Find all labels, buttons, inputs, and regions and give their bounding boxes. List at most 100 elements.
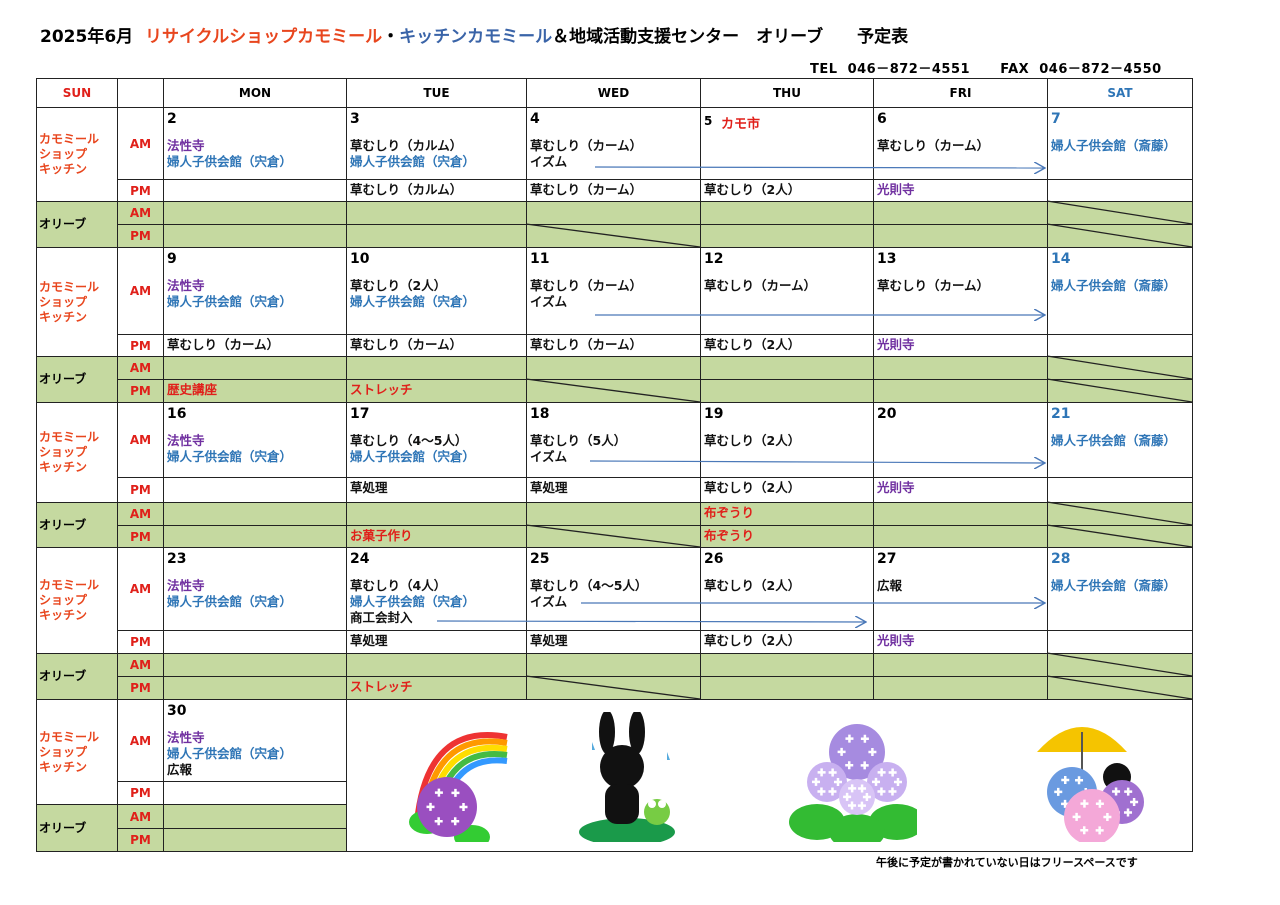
olive-cell-am[interactable]: [163, 356, 347, 380]
olive-cell-am[interactable]: [163, 804, 347, 829]
day-cell-am[interactable]: 7 婦人子供会館（斎藤）: [1047, 107, 1193, 180]
day-cell-am[interactable]: 14 婦人子供会館（斎藤）: [1047, 247, 1193, 335]
day-cell-am[interactable]: 28 婦人子供会館（斎藤）: [1047, 547, 1193, 631]
day-cell-am[interactable]: 25 草むしり（4～5人） イズム: [526, 547, 701, 631]
day-cell-am[interactable]: 9 法性寺 婦人子供会館（宍倉）: [163, 247, 347, 335]
olive-cell-am[interactable]: [346, 653, 527, 677]
day-cell-pm[interactable]: 光則寺: [873, 179, 1048, 202]
olive-cell-pm[interactable]: 布ぞうり: [700, 525, 874, 548]
olive-cell-pm[interactable]: [346, 224, 527, 248]
olive-cell-am[interactable]: [163, 653, 347, 677]
day-cell-pm[interactable]: 光則寺: [873, 477, 1048, 503]
olive-cell-am[interactable]: [526, 356, 701, 380]
olive-cell-pm[interactable]: [873, 676, 1048, 700]
olive-cell-am[interactable]: [163, 502, 347, 526]
day-cell-am[interactable]: 27 広報: [873, 547, 1048, 631]
olive-cell-pm[interactable]: [700, 224, 874, 248]
day-cell-am[interactable]: 12 草むしり（カーム）: [700, 247, 874, 335]
olive-cell-am[interactable]: [526, 502, 701, 526]
day-cell-pm[interactable]: 草処理: [346, 630, 527, 654]
olive-cell-pm[interactable]: ストレッチ: [346, 379, 527, 403]
day-cell-pm[interactable]: 草むしり（カーム）: [526, 179, 701, 202]
day-cell-am[interactable]: 21 婦人子供会館（斎藤）: [1047, 402, 1193, 478]
day-cell-am[interactable]: 30 法性寺 婦人子供会館（宍倉） 広報: [163, 699, 347, 782]
day-cell-pm[interactable]: 草処理: [526, 477, 701, 503]
day-cell-am[interactable]: 18 草むしり（5人） イズム: [526, 402, 701, 478]
day-cell-pm[interactable]: [1047, 477, 1193, 503]
olive-cell-pm[interactable]: お菓子作り: [346, 525, 527, 548]
olive-cell-am[interactable]: [700, 201, 874, 225]
olive-cell-pm[interactable]: 歴史講座: [163, 379, 347, 403]
olive-cell-pm[interactable]: [526, 525, 701, 548]
olive-cell-pm[interactable]: [163, 828, 347, 852]
day-cell-pm[interactable]: 草むしり（カルム）: [346, 179, 527, 202]
olive-cell-pm[interactable]: [163, 676, 347, 700]
olive-cell-pm[interactable]: [163, 224, 347, 248]
olive-cell-am[interactable]: [1047, 653, 1193, 677]
day-cell-pm[interactable]: [163, 179, 347, 202]
day-cell-am[interactable]: 23 法性寺 婦人子供会館（宍倉）: [163, 547, 347, 631]
day-cell-am[interactable]: 11 草むしり（カーム） イズム: [526, 247, 701, 335]
olive-cell-am[interactable]: [346, 502, 527, 526]
day-cell-am[interactable]: 26 草むしり（2人）: [700, 547, 874, 631]
olive-cell-am[interactable]: 布ぞうり: [700, 502, 874, 526]
day-cell-pm[interactable]: 草むしり（カーム）: [163, 334, 347, 357]
olive-cell-pm[interactable]: [163, 525, 347, 548]
olive-cell-am[interactable]: [873, 356, 1048, 380]
day-cell-am[interactable]: 13 草むしり（カーム）: [873, 247, 1048, 335]
olive-cell-pm[interactable]: [873, 525, 1048, 548]
olive-cell-pm[interactable]: [1047, 525, 1193, 548]
olive-cell-pm[interactable]: [1047, 224, 1193, 248]
day-cell-pm[interactable]: [1047, 179, 1193, 202]
day-cell-pm[interactable]: 草むしり（カーム）: [346, 334, 527, 357]
olive-cell-am[interactable]: [700, 356, 874, 380]
day-cell-pm[interactable]: [163, 630, 347, 654]
olive-cell-am[interactable]: [163, 201, 347, 225]
day-cell-pm[interactable]: 草むしり（2人）: [700, 477, 874, 503]
day-cell-am[interactable]: 3 草むしり（カルム） 婦人子供会館（宍倉）: [346, 107, 527, 180]
day-cell-pm[interactable]: 草むしり（2人）: [700, 334, 874, 357]
day-cell-pm[interactable]: 草むしり（2人）: [700, 630, 874, 654]
day-cell-am[interactable]: 17 草むしり（4～5人） 婦人子供会館（宍倉）: [346, 402, 527, 478]
day-cell-am[interactable]: 6 草むしり（カーム）: [873, 107, 1048, 180]
day-cell-pm[interactable]: 光則寺: [873, 334, 1048, 357]
day-cell-pm[interactable]: 草処理: [526, 630, 701, 654]
day-cell-pm[interactable]: [163, 781, 347, 805]
olive-cell-pm[interactable]: [873, 224, 1048, 248]
day-cell-am[interactable]: 5 カモ市: [700, 107, 874, 180]
olive-cell-am[interactable]: [346, 356, 527, 380]
olive-cell-pm[interactable]: [700, 676, 874, 700]
olive-cell-am[interactable]: [1047, 356, 1193, 380]
day-cell-am[interactable]: 19 草むしり（2人）: [700, 402, 874, 478]
olive-cell-am[interactable]: [1047, 201, 1193, 225]
day-cell-am[interactable]: 10 草むしり（2人） 婦人子供会館（宍倉）: [346, 247, 527, 335]
olive-cell-pm[interactable]: [1047, 676, 1193, 700]
day-cell-am[interactable]: 4 草むしり（カーム） イズム: [526, 107, 701, 180]
olive-cell-am[interactable]: [526, 653, 701, 677]
day-cell-am[interactable]: 24 草むしり（4人） 婦人子供会館（宍倉） 商工会封入: [346, 547, 527, 631]
day-cell-am[interactable]: 2 法性寺 婦人子供会館（宍倉）: [163, 107, 347, 180]
olive-cell-pm[interactable]: ストレッチ: [346, 676, 527, 700]
olive-cell-pm[interactable]: [526, 379, 701, 403]
olive-cell-am[interactable]: [700, 653, 874, 677]
day-cell-pm[interactable]: [1047, 630, 1193, 654]
day-cell-pm[interactable]: 光則寺: [873, 630, 1048, 654]
olive-cell-pm[interactable]: [526, 676, 701, 700]
olive-cell-am[interactable]: [873, 653, 1048, 677]
olive-cell-pm[interactable]: [700, 379, 874, 403]
olive-cell-am[interactable]: [873, 502, 1048, 526]
olive-cell-pm[interactable]: [1047, 379, 1193, 403]
day-cell-pm[interactable]: [163, 477, 347, 503]
olive-cell-pm[interactable]: [526, 224, 701, 248]
day-cell-pm[interactable]: 草むしり（2人）: [700, 179, 874, 202]
day-cell-pm[interactable]: 草処理: [346, 477, 527, 503]
olive-cell-pm[interactable]: [873, 379, 1048, 403]
day-cell-pm[interactable]: 草むしり（カーム）: [526, 334, 701, 357]
day-cell-am[interactable]: 16 法性寺 婦人子供会館（宍倉）: [163, 402, 347, 478]
olive-cell-am[interactable]: [346, 201, 527, 225]
day-cell-am[interactable]: 20: [873, 402, 1048, 478]
day-cell-pm[interactable]: [1047, 334, 1193, 357]
olive-cell-am[interactable]: [873, 201, 1048, 225]
olive-cell-am[interactable]: [1047, 502, 1193, 526]
olive-cell-am[interactable]: [526, 201, 701, 225]
